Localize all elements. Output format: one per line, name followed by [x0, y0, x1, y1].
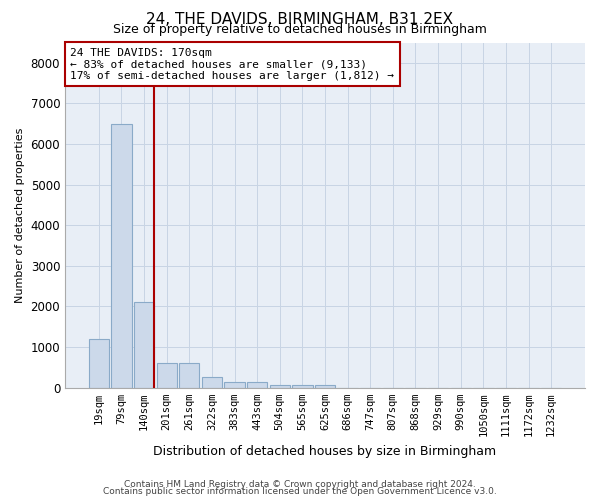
Bar — [247, 382, 268, 388]
Bar — [89, 339, 109, 388]
Bar — [292, 385, 313, 388]
Bar — [202, 378, 222, 388]
Bar — [315, 385, 335, 388]
Text: Contains HM Land Registry data © Crown copyright and database right 2024.: Contains HM Land Registry data © Crown c… — [124, 480, 476, 489]
Bar — [179, 363, 199, 388]
Bar — [269, 385, 290, 388]
Text: 24 THE DAVIDS: 170sqm
← 83% of detached houses are smaller (9,133)
17% of semi-d: 24 THE DAVIDS: 170sqm ← 83% of detached … — [70, 48, 394, 81]
Bar — [224, 382, 245, 388]
X-axis label: Distribution of detached houses by size in Birmingham: Distribution of detached houses by size … — [154, 444, 497, 458]
Bar — [111, 124, 131, 388]
Y-axis label: Number of detached properties: Number of detached properties — [15, 128, 25, 302]
Text: Contains public sector information licensed under the Open Government Licence v3: Contains public sector information licen… — [103, 487, 497, 496]
Bar — [157, 363, 177, 388]
Text: Size of property relative to detached houses in Birmingham: Size of property relative to detached ho… — [113, 22, 487, 36]
Text: 24, THE DAVIDS, BIRMINGHAM, B31 2EX: 24, THE DAVIDS, BIRMINGHAM, B31 2EX — [146, 12, 454, 28]
Bar — [134, 302, 154, 388]
